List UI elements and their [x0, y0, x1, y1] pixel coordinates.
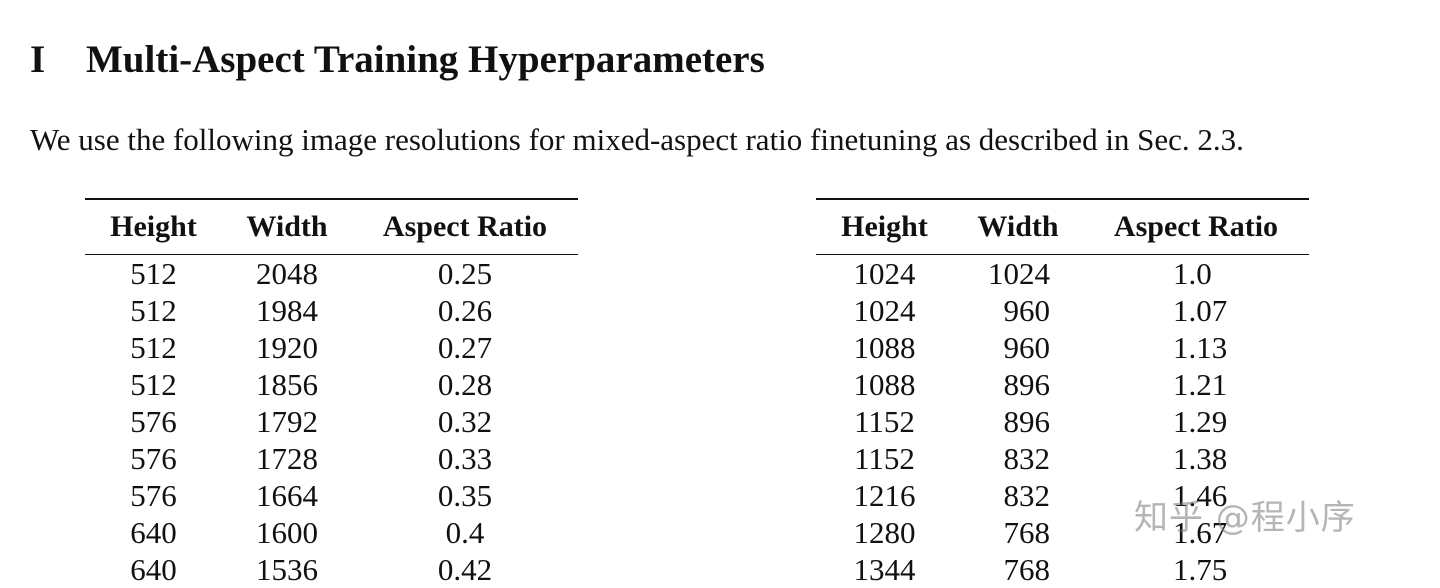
intro-paragraph: We use the following image resolutions f… [30, 122, 1244, 157]
cell-width: 960 [1003, 293, 1051, 328]
cell-height: 576 [130, 441, 177, 476]
cell-height: 1152 [854, 404, 915, 439]
cell-height: 512 [130, 367, 177, 402]
table-row: 1024 1024 1.0 [816, 255, 1309, 292]
cell-width: 1600 [256, 515, 318, 550]
table-row: 1280 768 1.67 [816, 514, 1309, 551]
table-row: 1152 832 1.38 [816, 440, 1309, 477]
table-row: 512 1984 0.26 [85, 292, 578, 329]
table-row: 512 1856 0.28 [85, 366, 578, 403]
column-header-width: Width [977, 210, 1059, 243]
cell-width: 1664 [256, 478, 318, 513]
cell-width: 896 [1003, 404, 1051, 439]
column-header-height: Height [110, 210, 197, 243]
cell-width: 832 [1003, 478, 1051, 513]
table-header: Height Width Aspect Ratio [816, 200, 1309, 255]
cell-height: 512 [130, 293, 177, 328]
table-row: 1088 896 1.21 [816, 366, 1309, 403]
table-row: 576 1728 0.33 [85, 440, 578, 477]
cell-aspect-ratio: 1.21 [1173, 367, 1228, 402]
cell-height: 1344 [853, 552, 916, 587]
cell-width: 960 [1003, 330, 1051, 365]
column-header-aspect-ratio: Aspect Ratio [382, 210, 548, 243]
cell-height: 1152 [854, 441, 915, 476]
cell-height: 1088 [853, 367, 916, 402]
cell-aspect-ratio: 0.28 [437, 367, 493, 402]
cell-height: 1088 [853, 330, 916, 365]
cell-width: 1024 [988, 256, 1050, 291]
section-title: Multi-Aspect Training Hyperparameters [86, 38, 765, 81]
cell-aspect-ratio: 1.07 [1173, 293, 1228, 328]
watermark: 知乎 @程小序 [1134, 498, 1356, 538]
cell-aspect-ratio: 1.38 [1173, 441, 1228, 476]
cell-height: 512 [130, 256, 177, 291]
table-row: 512 1920 0.27 [85, 329, 578, 366]
table-row: 1216 832 1.46 [816, 477, 1309, 514]
cell-height: 576 [130, 404, 177, 439]
column-header-height: Height [841, 210, 928, 243]
cell-height: 1216 [853, 478, 916, 513]
cell-width: 2048 [256, 256, 318, 291]
cell-width: 896 [1003, 367, 1051, 402]
column-header-aspect-ratio: Aspect Ratio [1113, 210, 1279, 243]
cell-aspect-ratio: 1.46 [1173, 478, 1228, 513]
cell-width: 1984 [256, 293, 318, 328]
table-row: 512 2048 0.25 [85, 255, 578, 292]
cell-aspect-ratio: 0.4 [445, 515, 485, 550]
cell-aspect-ratio: 0.32 [437, 404, 493, 439]
cell-width: 768 [1003, 515, 1051, 550]
table-body: 512 2048 0.25 512 1984 0.26 512 1920 0.27 512 1856… [85, 255, 578, 588]
cell-width: 1856 [256, 367, 318, 402]
section-number: I [30, 38, 46, 81]
table-row: 576 1664 0.35 [85, 477, 578, 514]
section-heading: I Multi-Aspect Training Hyperparameters [30, 36, 765, 84]
cell-aspect-ratio: 0.27 [437, 330, 493, 365]
cell-aspect-ratio: 0.35 [437, 478, 493, 513]
cell-width: 1728 [256, 441, 318, 476]
cell-aspect-ratio: 1.29 [1173, 404, 1228, 439]
cell-width: 768 [1003, 552, 1051, 587]
table-row: 1152 896 1.29 [816, 403, 1309, 440]
table-row: 576 1792 0.32 [85, 403, 578, 440]
table-row: 640 1600 0.4 [85, 514, 578, 551]
table-row: 1344 768 1.75 [816, 551, 1309, 588]
cell-aspect-ratio: 1.0 [1173, 256, 1212, 291]
cell-width: 1920 [256, 330, 318, 365]
column-header-width: Width [246, 210, 328, 243]
cell-aspect-ratio: 0.26 [437, 293, 493, 328]
cell-height: 576 [130, 478, 177, 513]
cell-width: 1536 [256, 552, 318, 587]
cell-height: 1024 [853, 256, 916, 291]
cell-height: 640 [130, 515, 177, 550]
cell-aspect-ratio: 1.75 [1173, 552, 1228, 587]
table-row: 1024 960 1.07 [816, 292, 1309, 329]
cell-aspect-ratio: 1.67 [1173, 515, 1228, 550]
cell-height: 1024 [853, 293, 916, 328]
cell-width: 1792 [256, 404, 318, 439]
table-row: 1088 960 1.13 [816, 329, 1309, 366]
cell-width: 832 [1003, 441, 1051, 476]
cell-aspect-ratio: 0.42 [437, 552, 493, 587]
table-header: Height Width Aspect Ratio [85, 200, 578, 255]
resolution-table-left: Height Width Aspect Ratio 512 2048 0.25 512… [85, 198, 578, 588]
cell-height: 1280 [853, 515, 916, 550]
cell-height: 512 [130, 330, 177, 365]
table-row: 640 1536 0.42 [85, 551, 578, 588]
cell-height: 640 [130, 552, 177, 587]
cell-aspect-ratio: 0.33 [437, 441, 493, 476]
cell-aspect-ratio: 1.13 [1173, 330, 1228, 365]
cell-aspect-ratio: 0.25 [437, 256, 493, 291]
